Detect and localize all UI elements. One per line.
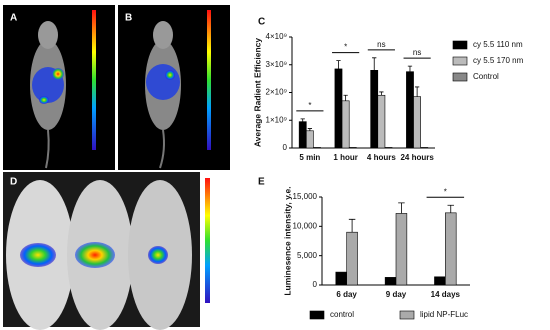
bar <box>395 213 408 286</box>
x-tick-label: 6 day <box>336 290 357 299</box>
legend-swatch <box>452 72 468 82</box>
image-b <box>118 5 230 170</box>
x-tick-label: 14 days <box>431 290 461 299</box>
annotation: ns <box>377 40 385 49</box>
error-bar <box>307 128 313 131</box>
error-bar <box>300 118 305 122</box>
bar <box>413 96 421 149</box>
error-bar <box>407 65 413 72</box>
bar <box>346 231 358 286</box>
bar <box>298 121 307 149</box>
legend-swatch <box>399 310 415 320</box>
panel-label: D <box>10 177 17 188</box>
bar <box>305 130 314 149</box>
annotation: * <box>444 187 447 196</box>
bar <box>445 212 457 286</box>
bar <box>341 100 350 149</box>
bar <box>406 71 414 149</box>
y-tick-label: 3×10⁹ <box>266 60 287 69</box>
y-tick-label: 0 <box>283 143 288 152</box>
y-axis-label: Luminesence intensity, y.e. <box>282 186 292 295</box>
image-a <box>3 5 115 170</box>
y-tick-label: 15,000 <box>293 192 318 201</box>
x-tick-label: 9 day <box>386 290 407 299</box>
y-tick-label: 10,000 <box>293 221 318 230</box>
bar <box>313 147 321 149</box>
error-bar <box>398 202 405 214</box>
bar <box>348 147 357 149</box>
annotation: * <box>308 101 311 110</box>
x-tick-label: 1 hour <box>333 153 357 162</box>
bar <box>420 147 429 149</box>
y-tick-label: 0 <box>313 280 318 289</box>
error-bar <box>379 91 384 96</box>
panel-label: E <box>258 177 265 188</box>
x-tick-label: 5 min <box>299 153 320 162</box>
legend-swatch <box>309 310 325 320</box>
y-tick-label: 4×10⁹ <box>266 32 287 41</box>
y-tick-label: 5,000 <box>297 251 318 260</box>
bar <box>370 70 379 149</box>
bar <box>334 68 343 149</box>
legend-label: cy 5.5 110 nm <box>473 40 523 49</box>
panel-label: C <box>258 17 265 28</box>
bar <box>384 147 393 149</box>
legend-label: lipid NP-FLuc <box>420 310 468 319</box>
error-bar <box>348 218 356 233</box>
legend-label: control <box>330 310 354 319</box>
error-bar <box>343 94 348 101</box>
y-tick-label: 1×10⁹ <box>266 115 287 124</box>
annotation: * <box>344 43 347 52</box>
panel-label: B <box>125 13 132 24</box>
bar <box>335 271 347 286</box>
legend-swatch <box>452 40 468 50</box>
x-tick-label: 24 hours <box>400 153 434 162</box>
error-bar <box>336 60 341 69</box>
legend-label: Control <box>473 72 499 81</box>
y-axis-label: Average Radient Efficiency <box>252 38 262 148</box>
error-bar <box>414 86 420 97</box>
error-bar <box>372 57 377 71</box>
bar <box>377 94 386 149</box>
x-tick-label: 4 hours <box>367 153 396 162</box>
legend-label: cy 5.5 170 nm <box>473 56 524 65</box>
annotation: ns <box>413 48 421 57</box>
error-bar <box>447 204 455 213</box>
legend-swatch <box>452 56 468 66</box>
bar <box>384 277 397 286</box>
bar <box>434 276 446 286</box>
y-tick-label: 2×10⁹ <box>266 88 287 97</box>
image-d <box>3 172 248 330</box>
panel-label: A <box>10 13 17 24</box>
